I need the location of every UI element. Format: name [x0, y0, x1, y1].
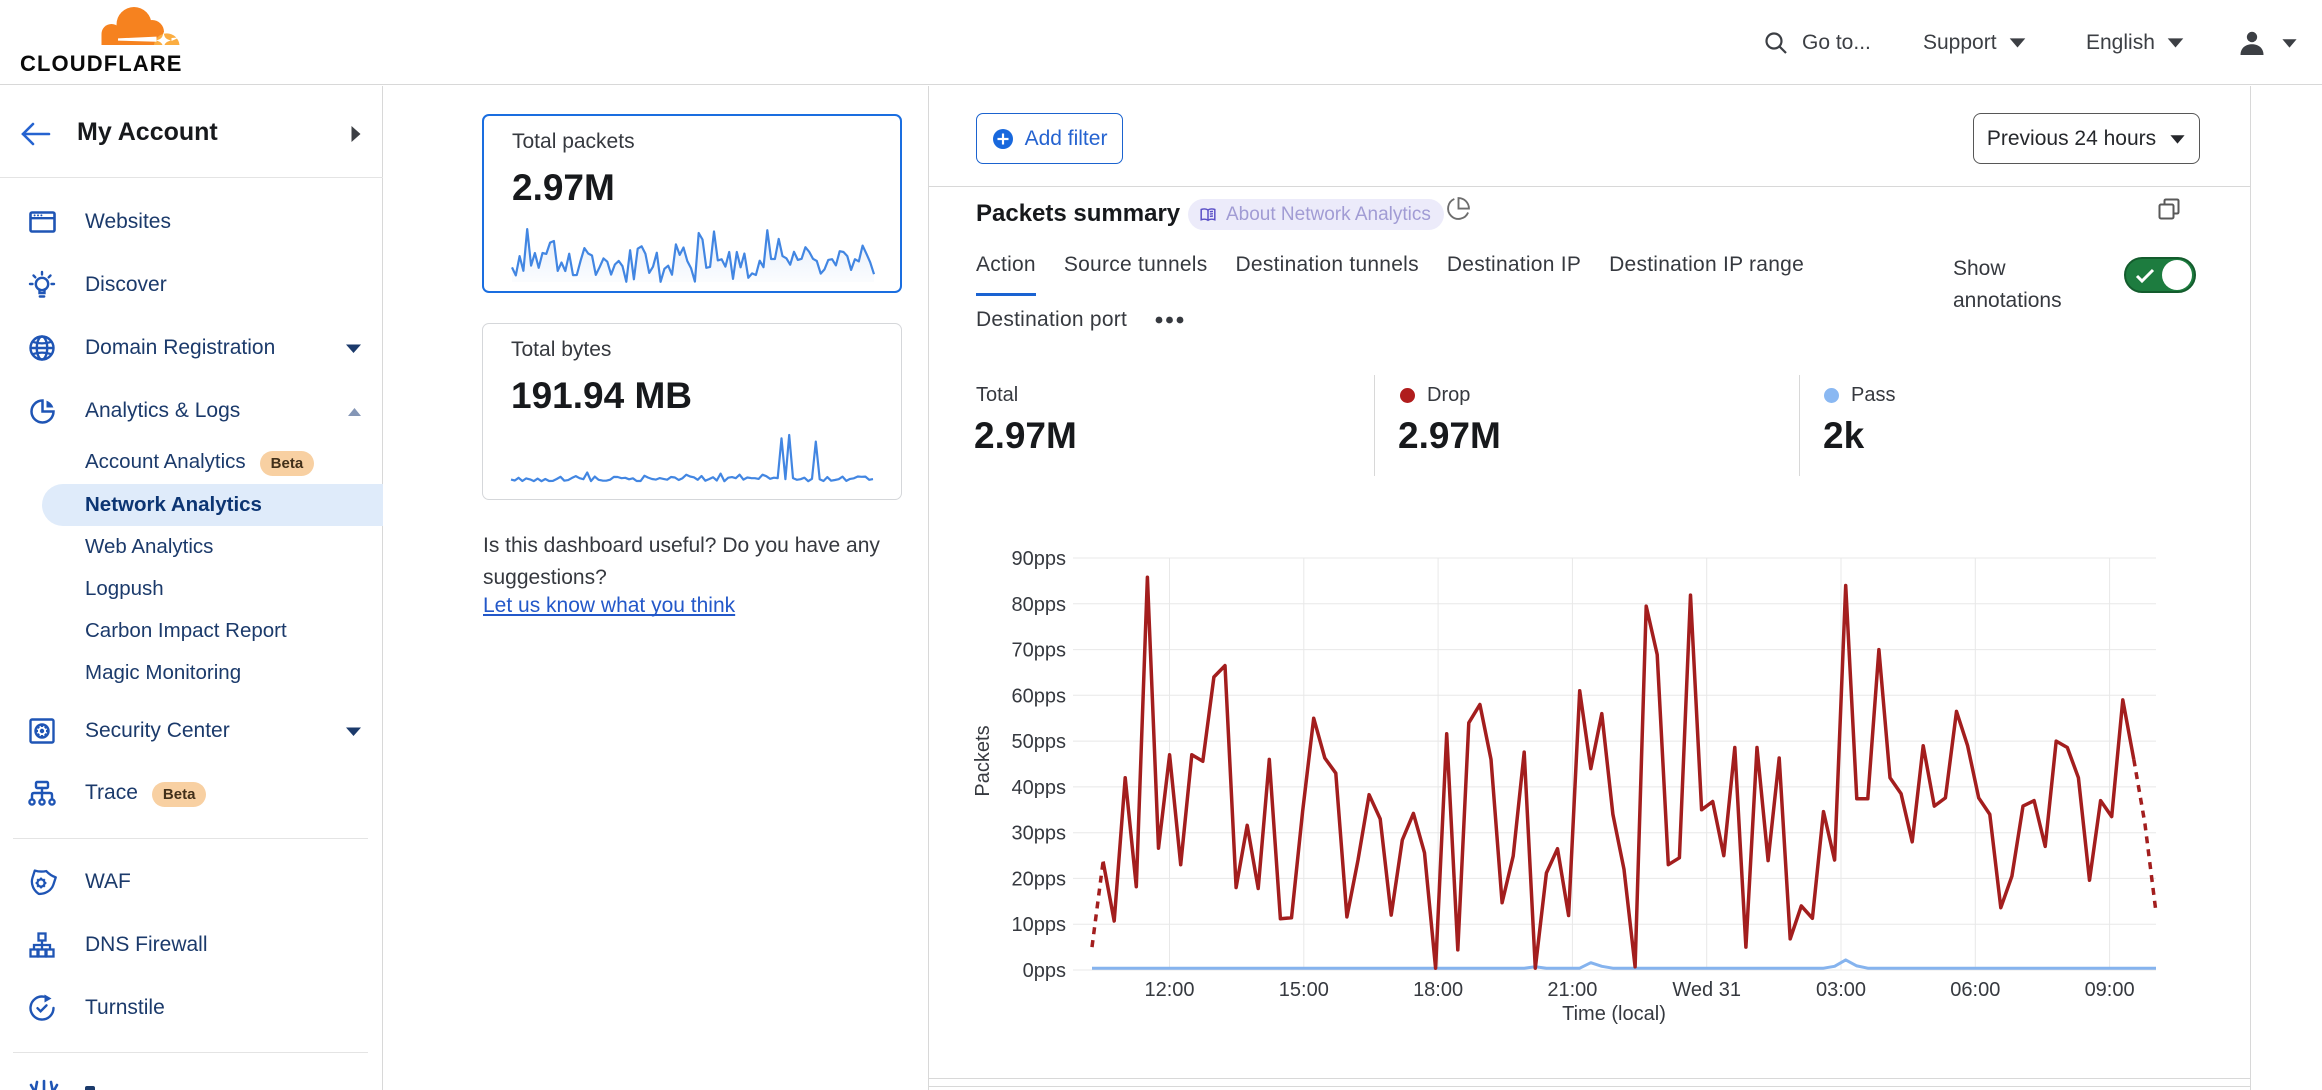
svg-text:12:00: 12:00	[1144, 979, 1194, 1001]
svg-text:70pps: 70pps	[1012, 640, 1067, 662]
svg-text:30pps: 30pps	[1012, 823, 1067, 845]
svg-text:60pps: 60pps	[1012, 685, 1067, 707]
svg-text:03:00: 03:00	[1816, 979, 1866, 1001]
svg-text:09:00: 09:00	[2085, 979, 2135, 1001]
svg-text:18:00: 18:00	[1413, 979, 1463, 1001]
svg-text:50pps: 50pps	[1012, 731, 1067, 753]
svg-text:90pps: 90pps	[1012, 548, 1067, 570]
svg-text:40pps: 40pps	[1012, 777, 1067, 799]
svg-text:0pps: 0pps	[1023, 960, 1066, 982]
svg-text:20pps: 20pps	[1012, 868, 1067, 890]
svg-text:Wed 31: Wed 31	[1672, 979, 1741, 1001]
svg-text:10pps: 10pps	[1012, 914, 1067, 936]
svg-text:06:00: 06:00	[1950, 979, 2000, 1001]
svg-text:Packets: Packets	[972, 725, 994, 796]
svg-text:Time (local): Time (local)	[1562, 1003, 1666, 1025]
svg-text:15:00: 15:00	[1279, 979, 1329, 1001]
svg-text:80pps: 80pps	[1012, 594, 1067, 616]
svg-text:21:00: 21:00	[1547, 979, 1597, 1001]
